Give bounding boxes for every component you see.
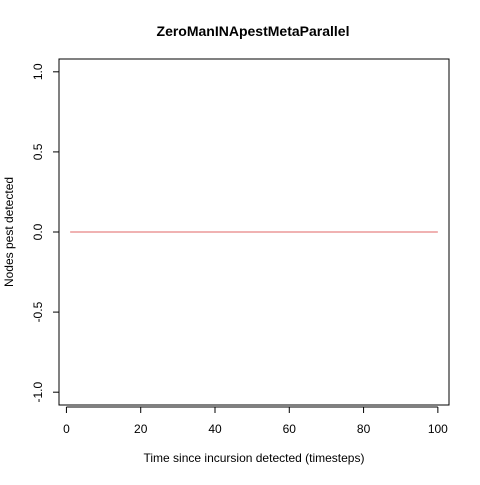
y-tick-label: -1.0	[31, 382, 45, 403]
x-tick-label: 40	[208, 422, 222, 436]
y-tick-label: 1.0	[31, 63, 45, 80]
y-tick-label: 0.5	[31, 143, 45, 160]
x-tick-label: 20	[134, 422, 148, 436]
y-axis-label: Nodes pest detected	[2, 177, 16, 287]
chart-title: ZeroManINApestMetaParallel	[157, 23, 350, 39]
x-axis: 0 20 40 60 80 100	[63, 406, 448, 436]
x-tick-label: 0	[63, 422, 70, 436]
y-axis: -1.0 -0.5 0.0 0.5 1.0	[31, 63, 60, 403]
x-axis-label: Time since incursion detected (timesteps…	[144, 451, 365, 465]
x-tick-label: 80	[357, 422, 371, 436]
x-tick-label: 100	[428, 422, 448, 436]
x-tick-label: 60	[283, 422, 297, 436]
y-tick-label: -0.5	[31, 301, 45, 322]
y-tick-label: 0.0	[31, 223, 45, 240]
